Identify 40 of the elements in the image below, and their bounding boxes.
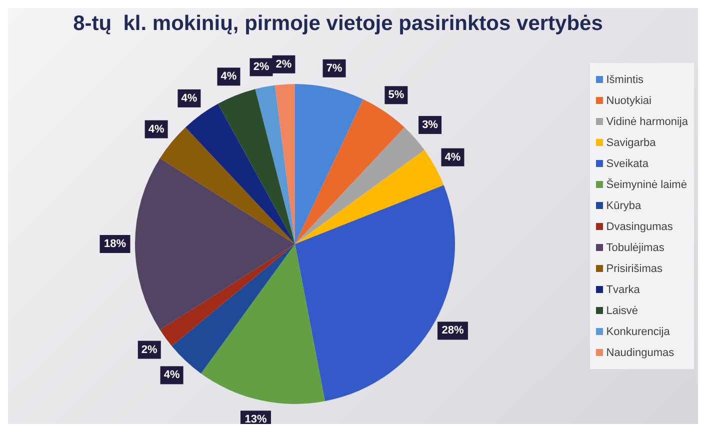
- legend-label: Kūryba: [606, 198, 642, 214]
- pie-slice: [185, 104, 295, 244]
- pie-slice: [255, 85, 295, 244]
- data-label: 2%: [141, 344, 158, 356]
- legend-label: Tvarka: [606, 282, 640, 298]
- legend-label: Prisirišimas: [606, 262, 662, 276]
- legend-label: Dvasingumas: [606, 220, 673, 234]
- pie-slice: [295, 127, 424, 244]
- data-label: 5%: [388, 89, 404, 102]
- data-label: 4%: [444, 151, 461, 164]
- data-label: 3%: [422, 118, 438, 131]
- legend-label: Tobulėjimas: [606, 240, 664, 256]
- data-label: 28%: [442, 324, 464, 337]
- pie-slice: [135, 158, 295, 330]
- legend-label: Vidinė harmonija: [606, 114, 688, 130]
- legend-label: Naudingumas: [606, 346, 674, 360]
- data-label: 13%: [244, 414, 267, 426]
- data-label: 2%: [253, 61, 270, 74]
- pie-slice: [218, 89, 295, 244]
- pie-slice: [160, 244, 295, 346]
- legend-label: Laisvė: [606, 304, 638, 318]
- pie-slice: [295, 150, 444, 244]
- legend-label: Konkurencija: [606, 324, 670, 340]
- chart-title: 8-tų kl. mokinių, pirmoje vietoje pasirinktos vertybės: [72, 12, 604, 36]
- data-label: 4%: [148, 123, 164, 136]
- legend-label: Savigarba: [606, 136, 656, 150]
- data-label: 18%: [104, 238, 126, 250]
- data-label: 4%: [181, 92, 198, 104]
- pie-slice: [295, 99, 405, 244]
- data-label: 4%: [220, 70, 237, 83]
- pie-slice: [295, 84, 364, 244]
- pie-slice: [200, 244, 325, 404]
- legend-label: Nuotykiai: [606, 94, 652, 108]
- data-label: 7%: [326, 62, 342, 74]
- data-label: 2%: [276, 58, 292, 70]
- legend-label: Išmintis: [606, 72, 644, 88]
- legend-label: Sveikata: [606, 156, 648, 172]
- legend-label: Šeimyninė laimė: [606, 177, 687, 192]
- data-label: 4%: [164, 369, 180, 382]
- pie-slice: [274, 84, 295, 244]
